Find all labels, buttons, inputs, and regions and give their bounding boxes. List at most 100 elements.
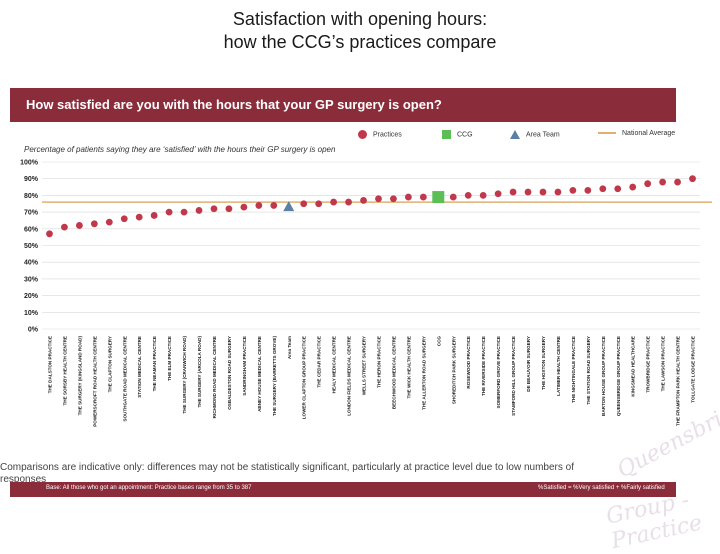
x-tick-label: STATION MEDICAL CENTRE	[137, 336, 142, 398]
x-tick-label: TROWBRIDGE PRACTICE	[646, 336, 651, 393]
x-tick-label: KINGSMEAD HEALTHCARE	[631, 336, 636, 397]
y-tick-label: 90%	[24, 176, 39, 183]
practice-point	[689, 175, 696, 183]
x-tick-label: QUEENSBRIDGE GROUP PRACTICE	[616, 336, 621, 416]
y-tick-label: 30%	[24, 276, 39, 283]
satisfaction-chart: 0% 10% 20% 30% 40% 50% 60% 70% 80% 90% 100% THE DAL…	[20, 160, 712, 427]
area-team-point	[283, 201, 295, 212]
x-tick-label: THE SURGERY (KINGSLAND ROAD)	[77, 336, 82, 416]
x-tick-label: THE SURGERY (BARRETTS GROVE)	[272, 336, 277, 417]
practice-point	[165, 208, 173, 216]
y-tick-label: 60%	[24, 226, 39, 233]
x-tick-label: THE HOXTON SURGERY	[541, 336, 546, 390]
practice-point	[90, 220, 98, 228]
x-tick-label: SHOREDITCH PARK SURGERY	[451, 336, 456, 404]
x-tick-label: WELLS STREET SURGERY	[362, 336, 367, 395]
legend-practices: Practices	[358, 130, 402, 139]
x-tick-label: THE RIVERSIDE PRACTICE	[481, 336, 486, 396]
y-tick-label: 20%	[24, 293, 39, 300]
x-tick-label: THE DALSTON PRACTICE	[47, 336, 52, 393]
y-tick-label: 50%	[24, 243, 39, 250]
practice-point	[599, 185, 607, 193]
footer-key-text: %Satisfied = %Very satisfied + %Fairly s…	[538, 485, 665, 491]
footer-bar	[10, 482, 676, 497]
practice-point	[674, 178, 681, 186]
practice-point	[524, 188, 532, 196]
x-tick-label: THE CLAPTON SURGERY	[107, 336, 112, 392]
line-marker-icon	[598, 132, 616, 135]
x-tick-label: LONDON FIELDS MEDICAL CENTRE	[347, 336, 352, 416]
practice-point	[659, 178, 667, 186]
y-tick-label: 70%	[24, 210, 39, 217]
x-tick-label: TOLLGATE LODGE PRACTICE	[691, 336, 696, 403]
legend-practices-label: Practices	[373, 131, 402, 139]
practice-point	[120, 215, 128, 223]
x-tick-label: THE FRAMPTON PARK HEALTH CENTRE	[676, 336, 681, 426]
legend-ccg-label: CCG	[457, 131, 473, 139]
y-tick-label: 100%	[20, 160, 39, 167]
triangle-marker-icon	[510, 130, 520, 139]
practice-point	[210, 205, 218, 213]
practice-point	[644, 180, 652, 188]
x-tick-label: THE ELM PRACTICE	[167, 336, 172, 381]
practice-point	[345, 198, 352, 206]
x-tick-label: ROSEWOOD PRACTICE	[466, 336, 471, 389]
x-tick-label: Area Team	[287, 336, 292, 359]
practice-point	[195, 207, 203, 214]
x-tick-label: THE SURGERY (CRANWICH ROAD)	[182, 336, 187, 414]
legend-ccg: CCG	[442, 130, 473, 139]
x-tick-label: ABNEY HOUSE MEDICAL CENTRE	[257, 336, 262, 412]
x-tick-label: BARTON HOUSE GROUP PRACTICE	[601, 336, 606, 416]
x-tick-label: HEALY MEDICAL CENTRE	[332, 336, 337, 393]
x-tick-label: SOUTHGATE ROAD MEDICAL CENTRE	[122, 336, 127, 422]
x-tick-label: STAMFORD HILL GROUP PRACTICE	[511, 336, 516, 416]
x-tick-label: LATIMER HEALTH CENTRE	[556, 336, 561, 396]
practice-point	[360, 197, 367, 204]
practice-point	[240, 203, 248, 211]
x-tick-label: LOWER CLAPTON GROUP PRACTICE	[302, 336, 307, 419]
practice-point	[180, 208, 188, 216]
question-banner	[10, 88, 676, 122]
note-line2: responses	[0, 474, 47, 485]
practice-point	[479, 192, 487, 199]
practice-point	[225, 205, 233, 213]
footer-base-text: Base: All those who got an appointment: …	[46, 485, 252, 491]
practice-point	[270, 202, 278, 209]
legend-national-average: National Average	[598, 130, 675, 137]
x-tick-label: THE SURGERY (ARCOLA ROAD)	[197, 336, 202, 408]
practice-point	[390, 195, 397, 203]
practice-point	[569, 186, 577, 194]
ccg-point	[432, 191, 445, 204]
practice-point	[494, 190, 502, 198]
practice-point	[61, 223, 68, 231]
practice-point	[464, 192, 472, 199]
x-tick-label: THE NEAMAN PRACTICE	[152, 336, 157, 391]
page-title-line1: Satisfaction with opening hours:	[232, 9, 488, 29]
x-tick-label: POWERSCROFT ROAD HEALTH CENTRE	[92, 336, 97, 427]
x-tick-label: THE NIGHTINGALE PRACTICE	[571, 336, 576, 403]
page-title: Satisfaction with opening hours: how the…	[0, 8, 720, 54]
x-tick-label: THE SORSBY HEALTH CENTRE	[62, 336, 67, 406]
practice-point	[509, 188, 517, 196]
square-marker-icon	[442, 130, 451, 139]
practice-point	[150, 212, 158, 219]
x-tick-label: THE CEDAR PRACTICE	[317, 336, 322, 388]
practice-point	[75, 222, 83, 229]
x-tick-label: OSBALDESTON ROAD SURGERY	[227, 336, 232, 410]
legend-national-label: National Average	[622, 130, 676, 137]
x-tick-label: THE STATION ROAD SURGERY	[586, 336, 591, 405]
practice-point	[614, 185, 622, 193]
practice-point	[315, 200, 323, 208]
x-tick-label: THE LAWSON PRACTICE	[661, 336, 666, 391]
x-tick-label: BEECHWOOD MEDICAL CENTRE	[391, 336, 396, 409]
page-title-line2: how the CCG’s practices compare	[223, 32, 497, 52]
x-tick-label: THE WICK HEALTH CENTRE	[406, 336, 411, 398]
practice-point	[629, 183, 637, 191]
practice-point	[105, 218, 113, 226]
practice-point	[135, 213, 143, 221]
x-tick-label: DE BEAUVOIR SURGERY	[526, 336, 531, 392]
legend-area-team: Area Team	[510, 130, 560, 139]
practice-point	[255, 202, 263, 209]
practice-point	[554, 188, 562, 196]
x-tick-label: SANDRINGHAM PRACTICE	[242, 336, 247, 396]
